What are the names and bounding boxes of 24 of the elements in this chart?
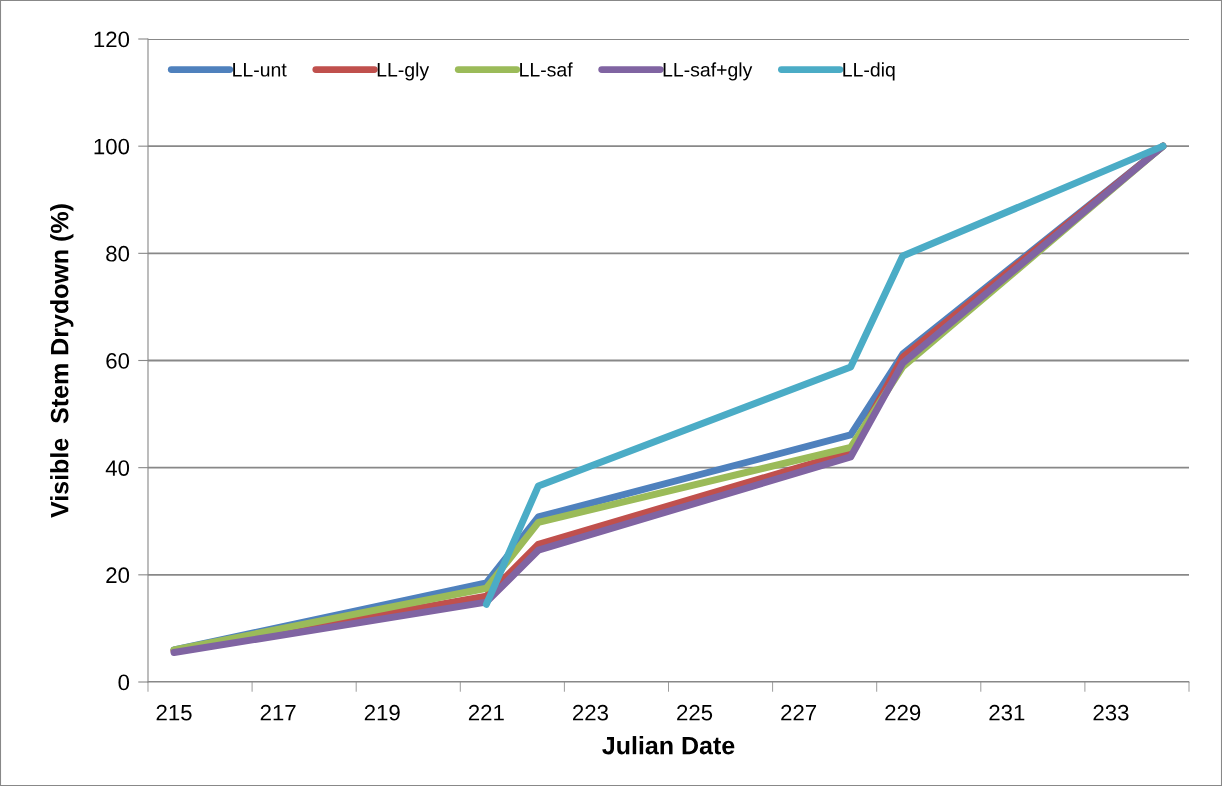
legend-label: LL-saf+gly bbox=[663, 62, 753, 81]
y-tick-label: 60 bbox=[106, 353, 130, 369]
x-tick-label: 231 bbox=[989, 704, 1025, 721]
x-tick-label: 229 bbox=[885, 704, 921, 721]
x-tick-label: 217 bbox=[260, 704, 296, 721]
x-axis-title: Julian Date bbox=[602, 736, 735, 755]
x-tick-label: 215 bbox=[156, 704, 192, 721]
y-tick-label: 80 bbox=[106, 245, 130, 262]
y-tick-label: 120 bbox=[94, 31, 130, 48]
x-tick-label: 225 bbox=[677, 704, 713, 721]
x-tick-label: 219 bbox=[364, 704, 400, 721]
legend-label: LL-diq bbox=[843, 62, 895, 81]
legend-label: LL-unt bbox=[233, 63, 287, 77]
x-tick-label: 227 bbox=[781, 704, 817, 721]
y-tick-label: 0 bbox=[118, 674, 130, 691]
x-tick-label: 233 bbox=[1093, 704, 1129, 721]
y-tick-label: 40 bbox=[105, 460, 130, 476]
legend-label: LL-gly bbox=[377, 62, 430, 81]
y-axis-title: Visible Stem Drydown (%) bbox=[50, 204, 74, 518]
y-tick-label: 20 bbox=[106, 567, 130, 584]
y-tick-label: 100 bbox=[94, 138, 130, 155]
x-tick-label: 223 bbox=[573, 704, 608, 721]
legend-label: LL-saf bbox=[520, 62, 573, 77]
x-tick-label: 221 bbox=[468, 704, 504, 721]
